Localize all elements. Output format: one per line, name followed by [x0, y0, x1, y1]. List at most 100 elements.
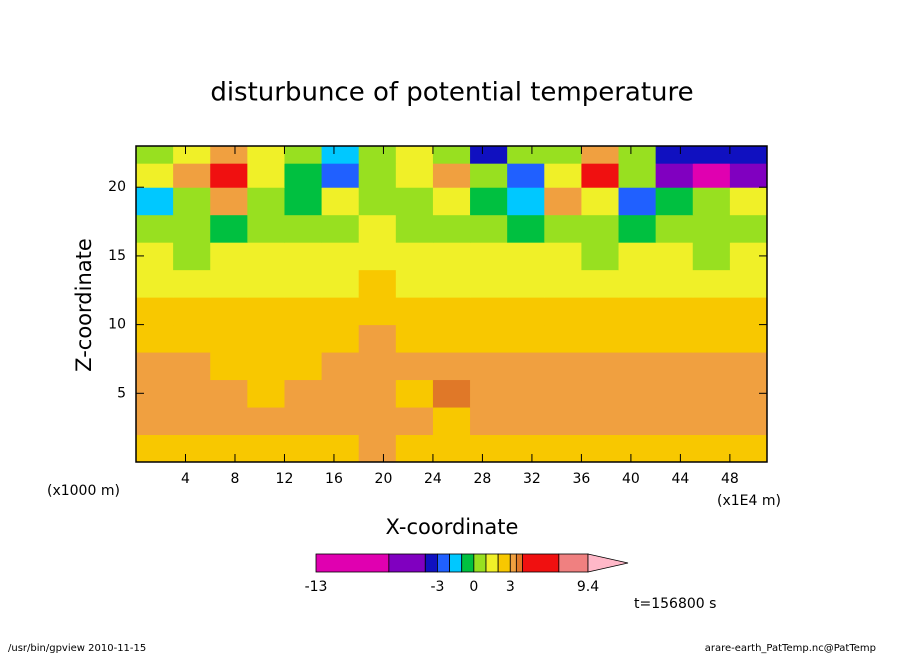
field-cell — [729, 187, 768, 216]
field-cell — [507, 242, 545, 271]
field-cell — [507, 407, 545, 436]
colorbar-segment — [437, 553, 450, 573]
field-cell — [618, 352, 657, 381]
field-cell — [247, 242, 285, 271]
field-cell — [210, 379, 248, 408]
field-cell — [655, 407, 694, 436]
field-cell — [321, 187, 360, 216]
field-cell — [432, 242, 471, 271]
colorbar-segment — [522, 553, 560, 573]
field-cell — [136, 297, 174, 326]
field-cell — [692, 434, 731, 463]
field-cell — [173, 146, 211, 164]
field-cell — [358, 269, 397, 298]
field-cell — [210, 214, 248, 243]
field-cell — [321, 269, 360, 298]
field-cell — [618, 146, 657, 164]
colorbar-segment — [315, 553, 390, 573]
x-scale-note: (x1E4 m) — [717, 493, 781, 509]
field-cell — [321, 214, 360, 243]
y-tick-label: 5 — [117, 385, 126, 401]
field-cell — [358, 379, 397, 408]
field-cell — [432, 187, 471, 216]
field-cell — [507, 146, 545, 164]
colorbar-segment — [515, 553, 523, 573]
field-cell — [729, 269, 768, 298]
colorbar-label: 0 — [469, 579, 478, 595]
field-cell — [470, 407, 508, 436]
field-cell — [247, 379, 285, 408]
field-cell — [692, 324, 731, 353]
field-cell — [247, 352, 285, 381]
field-cell — [173, 187, 211, 216]
field-cell — [395, 352, 434, 381]
field-cell — [729, 324, 768, 353]
time-label: t=156800 s — [634, 596, 716, 612]
colorbar-segment — [449, 553, 463, 573]
field-cell — [247, 407, 285, 436]
field-cell — [173, 407, 211, 436]
field-cell — [395, 379, 434, 408]
field-cell — [321, 407, 360, 436]
field-cell — [470, 214, 508, 243]
field-cell — [655, 269, 694, 298]
field-cell — [544, 324, 582, 353]
field-cell — [470, 352, 508, 381]
field-cell — [321, 242, 360, 271]
field-cell — [470, 269, 508, 298]
field-cell — [692, 214, 731, 243]
field-cell — [321, 297, 360, 326]
field-cell — [544, 269, 582, 298]
y-tick-label: 10 — [108, 317, 126, 333]
field-cell — [284, 214, 323, 243]
field-cell — [432, 379, 471, 408]
colorbar-segment — [485, 553, 499, 573]
y-tick-label: 15 — [108, 248, 126, 264]
field-cell — [581, 214, 620, 243]
field-cell — [544, 379, 582, 408]
field-cell — [729, 163, 768, 188]
field-cell — [581, 163, 620, 188]
field-cell — [581, 242, 620, 271]
field-cell — [470, 187, 508, 216]
y-tick-label: 20 — [108, 179, 126, 195]
field-cell — [358, 214, 397, 243]
field-cell — [655, 146, 694, 164]
field-cell — [507, 269, 545, 298]
field-cell — [618, 163, 657, 188]
field-cell — [173, 297, 211, 326]
field-cell — [432, 407, 471, 436]
y-axis-label: Z-coordinate — [72, 238, 96, 372]
x-unit: (x1000 m) — [47, 483, 120, 499]
field-cell — [507, 187, 545, 216]
field-cell — [210, 407, 248, 436]
field-cell — [321, 434, 360, 463]
field-cell — [507, 297, 545, 326]
field-cell — [729, 434, 768, 463]
field-cell — [692, 297, 731, 326]
field-cell — [729, 407, 768, 436]
field-cell — [655, 242, 694, 271]
field-cell — [136, 324, 174, 353]
field-cell — [136, 407, 174, 436]
x-tick-label: 24 — [424, 471, 442, 487]
field-cell — [247, 434, 285, 463]
field-cell — [432, 163, 471, 188]
field-cell — [507, 434, 545, 463]
field-cell — [432, 269, 471, 298]
x-tick-label: 48 — [721, 471, 739, 487]
field-cell — [655, 434, 694, 463]
field-cell — [692, 242, 731, 271]
field-cell — [544, 297, 582, 326]
field-cell — [321, 352, 360, 381]
field-cell — [581, 434, 620, 463]
field-cell — [618, 214, 657, 243]
field-cell — [247, 187, 285, 216]
field-cell — [173, 434, 211, 463]
field-cell — [581, 146, 620, 164]
field-cell — [581, 379, 620, 408]
field-cell — [432, 297, 471, 326]
field-cell — [581, 407, 620, 436]
x-tick-label: 12 — [276, 471, 294, 487]
